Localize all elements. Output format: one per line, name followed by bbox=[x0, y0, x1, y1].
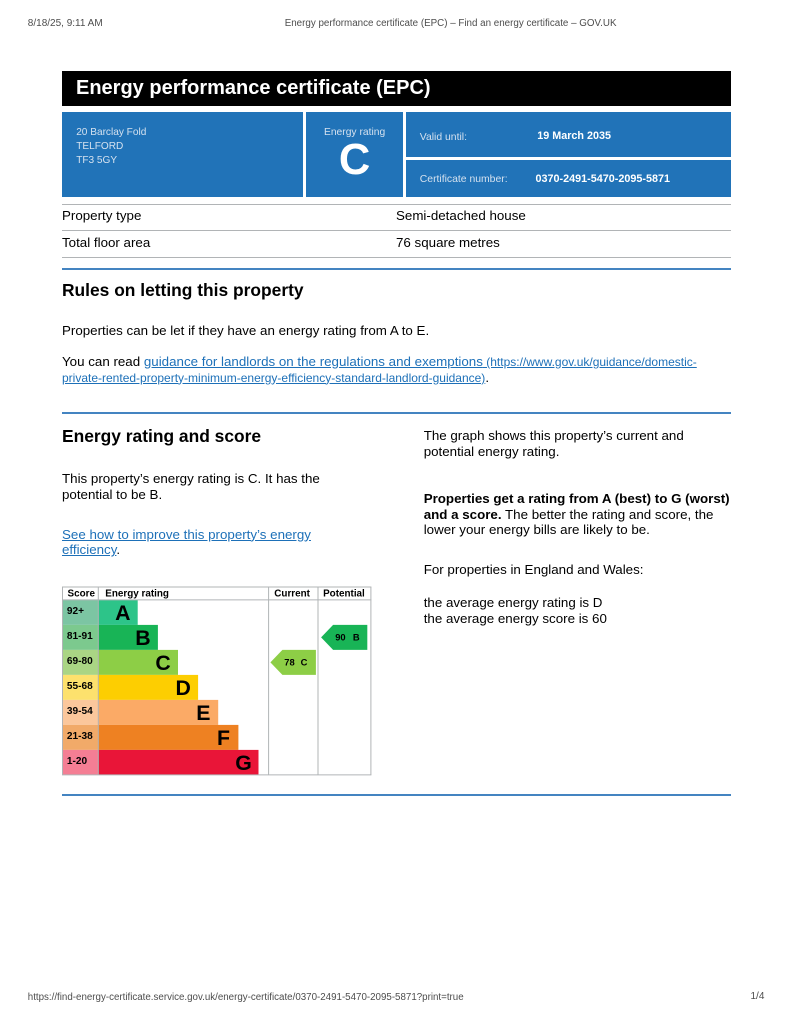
svg-text:F: F bbox=[216, 726, 229, 750]
svg-text:21-38: 21-38 bbox=[66, 731, 92, 742]
svg-text:Potential: Potential bbox=[323, 589, 365, 600]
svg-text:90: 90 bbox=[335, 632, 345, 643]
svg-text:92+: 92+ bbox=[66, 606, 83, 617]
svg-text:C: C bbox=[155, 651, 170, 675]
svg-text:55-68: 55-68 bbox=[66, 681, 92, 692]
svg-text:69-80: 69-80 bbox=[66, 656, 92, 667]
svg-text:E: E bbox=[196, 701, 210, 725]
svg-text:81-91: 81-91 bbox=[66, 631, 92, 642]
svg-text:1-20: 1-20 bbox=[66, 756, 87, 767]
svg-text:Score: Score bbox=[67, 589, 95, 600]
svg-text:G: G bbox=[235, 751, 252, 775]
svg-text:Current: Current bbox=[274, 589, 310, 600]
svg-text:B: B bbox=[352, 632, 359, 643]
svg-text:39-54: 39-54 bbox=[66, 706, 92, 717]
svg-text:C: C bbox=[300, 657, 307, 668]
svg-text:D: D bbox=[175, 676, 190, 700]
svg-text:A: A bbox=[115, 601, 130, 625]
svg-text:Energy rating: Energy rating bbox=[105, 589, 169, 600]
svg-text:B: B bbox=[135, 626, 150, 650]
svg-text:78: 78 bbox=[284, 657, 294, 668]
